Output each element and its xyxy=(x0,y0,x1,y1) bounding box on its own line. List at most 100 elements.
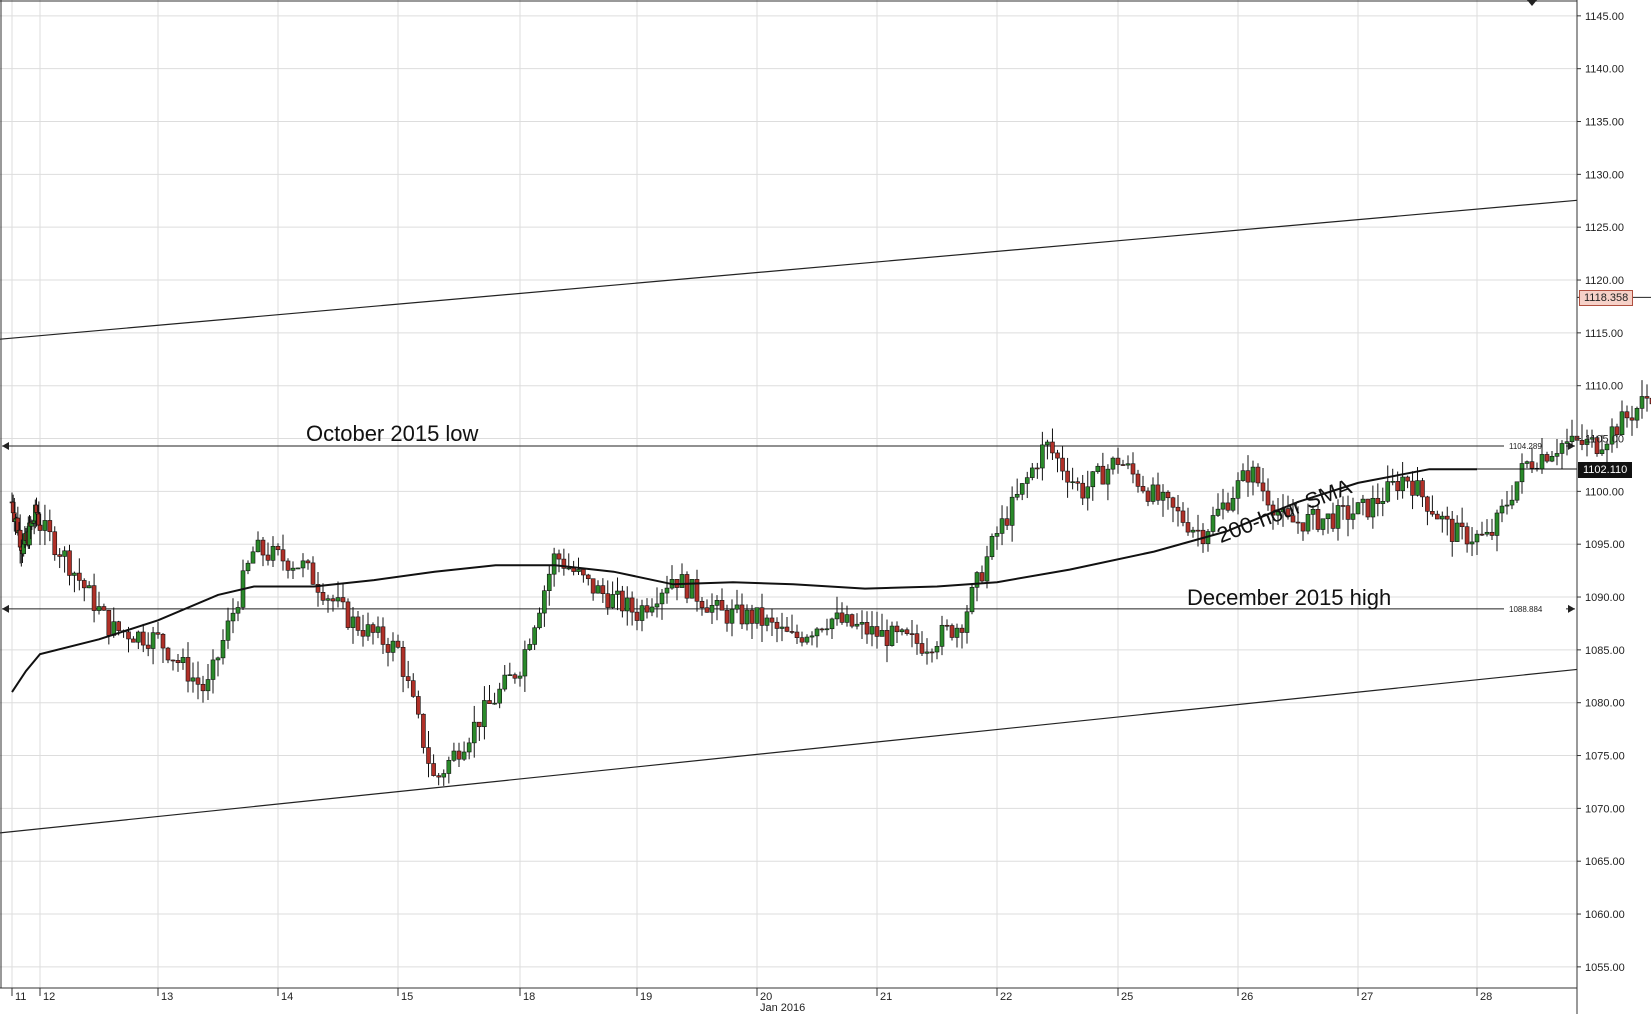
candle-body xyxy=(441,773,447,778)
candle-body xyxy=(1564,441,1570,444)
candle-body xyxy=(1165,491,1171,499)
candle-body xyxy=(1105,468,1111,485)
candle-body xyxy=(502,674,508,690)
candle-body xyxy=(624,597,630,612)
candle-body xyxy=(410,680,416,697)
candle-body xyxy=(220,640,226,659)
candle-body xyxy=(1514,481,1520,501)
candle-body xyxy=(1594,437,1600,454)
candle-body xyxy=(804,636,810,643)
candle-body xyxy=(136,631,141,643)
candle-body xyxy=(1415,480,1420,496)
candle-body xyxy=(789,631,795,633)
candle-body xyxy=(275,545,281,551)
y-tick-label: 1090.00 xyxy=(1585,592,1625,604)
candle-body xyxy=(1190,529,1196,533)
candle-body xyxy=(365,624,371,637)
annotation-october-low: October 2015 low xyxy=(306,421,479,446)
y-tick-label: 1070.00 xyxy=(1585,803,1625,815)
candle-body xyxy=(245,562,251,572)
candle-body xyxy=(1579,440,1585,445)
candle-body xyxy=(1045,441,1050,446)
candle-body xyxy=(644,605,650,613)
candle-body xyxy=(1100,465,1106,485)
candle-body xyxy=(894,625,900,633)
candle-body xyxy=(1584,438,1590,445)
candle-body xyxy=(1050,441,1055,454)
candle-body xyxy=(1170,497,1176,508)
candle-body xyxy=(1380,501,1386,504)
candle-body xyxy=(1065,470,1070,483)
y-tick-label: 1060.00 xyxy=(1585,909,1625,921)
candle-body xyxy=(542,590,547,614)
candle-body xyxy=(260,539,266,556)
candle-body xyxy=(571,567,576,572)
candle-body xyxy=(1250,466,1256,483)
candle-body xyxy=(1145,490,1151,502)
candle-body xyxy=(52,531,58,556)
candle-body xyxy=(979,572,985,582)
candle-body xyxy=(994,533,1000,537)
candle-body xyxy=(939,624,945,647)
candle-body xyxy=(909,633,915,635)
candle-body xyxy=(1275,511,1281,516)
candle-body xyxy=(1115,457,1121,465)
candle-body xyxy=(497,688,502,704)
candle-body xyxy=(1454,522,1460,542)
x-tick-label: 18 xyxy=(523,991,535,1003)
candle-body xyxy=(1009,496,1015,526)
y-tick-label: 1145.00 xyxy=(1585,11,1624,23)
candle-body xyxy=(1619,411,1625,436)
reference-arrow-left xyxy=(2,604,9,613)
candle-body xyxy=(834,612,840,620)
candle-body xyxy=(944,624,950,627)
channel-line xyxy=(0,668,1578,834)
candle-body xyxy=(1609,426,1615,445)
candle-body xyxy=(1395,481,1400,492)
candle-body xyxy=(1509,499,1515,506)
candle-body xyxy=(1425,496,1430,512)
candle-body xyxy=(512,674,518,679)
candle-body xyxy=(1519,463,1525,483)
channel-lines xyxy=(0,199,1578,834)
reference-value-bg xyxy=(1504,602,1566,615)
reference-arrow-right xyxy=(1568,442,1575,451)
candle-body xyxy=(350,616,356,628)
candle-body xyxy=(81,580,87,589)
candle-body xyxy=(934,646,940,653)
candle-body xyxy=(165,647,171,661)
candle-body xyxy=(576,569,581,572)
candle-body xyxy=(477,721,482,728)
candle-body xyxy=(659,592,665,605)
candle-body xyxy=(1035,467,1040,470)
candle-body xyxy=(160,633,166,649)
candle-body xyxy=(904,629,910,634)
candle-body xyxy=(874,626,880,637)
candle-body xyxy=(1135,473,1141,487)
candle-body xyxy=(1185,522,1191,533)
candle-body xyxy=(255,539,261,553)
candle-body xyxy=(581,569,586,576)
candle-body xyxy=(819,628,825,631)
candle-body xyxy=(1340,505,1346,507)
candle-body xyxy=(649,606,655,613)
candle-body xyxy=(1599,449,1605,454)
candle-body xyxy=(471,721,477,744)
candle-body xyxy=(101,606,107,611)
candle-body xyxy=(1210,515,1216,532)
reference-value-label: 1104.289 xyxy=(1509,442,1542,451)
x-tick-label: 22 xyxy=(1000,991,1012,1003)
x-tick-label: 13 xyxy=(161,991,173,1003)
candle-body xyxy=(37,524,43,531)
candle-body xyxy=(77,572,82,581)
candle-body xyxy=(180,657,186,664)
candle-body xyxy=(1439,515,1445,520)
candle-body xyxy=(620,590,625,612)
candle-body xyxy=(629,597,635,613)
candle-body xyxy=(1295,521,1301,524)
candle-body xyxy=(929,651,935,654)
candle-body xyxy=(754,607,760,624)
candle-body xyxy=(1110,457,1116,470)
candle-body xyxy=(1474,533,1480,543)
candle-body xyxy=(869,626,875,635)
